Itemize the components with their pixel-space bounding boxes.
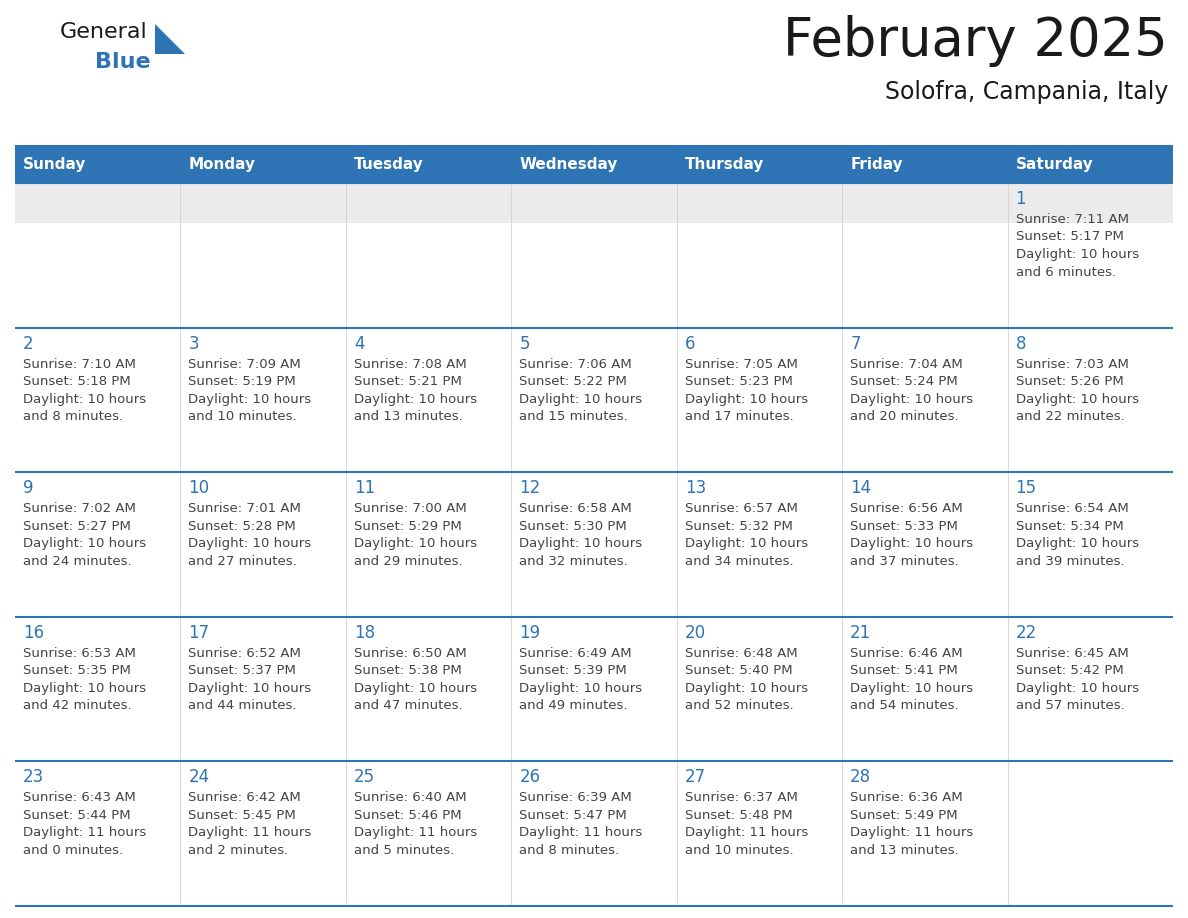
Text: Sunrise: 7:03 AM
Sunset: 5:26 PM
Daylight: 10 hours
and 22 minutes.: Sunrise: 7:03 AM Sunset: 5:26 PM Dayligh… [1016,358,1138,423]
Text: 27: 27 [684,768,706,787]
Text: Sunrise: 6:39 AM
Sunset: 5:47 PM
Daylight: 11 hours
and 8 minutes.: Sunrise: 6:39 AM Sunset: 5:47 PM Dayligh… [519,791,643,856]
Text: Sunrise: 6:58 AM
Sunset: 5:30 PM
Daylight: 10 hours
and 32 minutes.: Sunrise: 6:58 AM Sunset: 5:30 PM Dayligh… [519,502,643,567]
Text: Friday: Friday [851,156,903,172]
Text: Sunrise: 6:36 AM
Sunset: 5:49 PM
Daylight: 11 hours
and 13 minutes.: Sunrise: 6:36 AM Sunset: 5:49 PM Dayligh… [851,791,973,856]
Text: 18: 18 [354,624,375,642]
Text: Sunrise: 7:10 AM
Sunset: 5:18 PM
Daylight: 10 hours
and 8 minutes.: Sunrise: 7:10 AM Sunset: 5:18 PM Dayligh… [23,358,146,423]
Text: Sunrise: 6:52 AM
Sunset: 5:37 PM
Daylight: 10 hours
and 44 minutes.: Sunrise: 6:52 AM Sunset: 5:37 PM Dayligh… [189,647,311,712]
Text: Sunrise: 6:53 AM
Sunset: 5:35 PM
Daylight: 10 hours
and 42 minutes.: Sunrise: 6:53 AM Sunset: 5:35 PM Dayligh… [23,647,146,712]
Text: Sunday: Sunday [23,156,87,172]
Text: 8: 8 [1016,334,1026,353]
Text: 17: 17 [189,624,209,642]
Text: Sunrise: 7:06 AM
Sunset: 5:22 PM
Daylight: 10 hours
and 15 minutes.: Sunrise: 7:06 AM Sunset: 5:22 PM Dayligh… [519,358,643,423]
Text: General: General [61,22,147,42]
Bar [15,617,1173,761]
Text: Sunrise: 7:01 AM
Sunset: 5:28 PM
Daylight: 10 hours
and 27 minutes.: Sunrise: 7:01 AM Sunset: 5:28 PM Dayligh… [189,502,311,567]
Text: 3: 3 [189,334,200,353]
Text: Sunrise: 6:46 AM
Sunset: 5:41 PM
Daylight: 10 hours
and 54 minutes.: Sunrise: 6:46 AM Sunset: 5:41 PM Dayligh… [851,647,973,712]
Text: Sunrise: 6:40 AM
Sunset: 5:46 PM
Daylight: 11 hours
and 5 minutes.: Sunrise: 6:40 AM Sunset: 5:46 PM Dayligh… [354,791,478,856]
Text: 22: 22 [1016,624,1037,642]
Bar [15,472,1173,617]
Text: 1: 1 [1016,190,1026,208]
Text: Sunrise: 6:42 AM
Sunset: 5:45 PM
Daylight: 11 hours
and 2 minutes.: Sunrise: 6:42 AM Sunset: 5:45 PM Dayligh… [189,791,311,856]
Text: 11: 11 [354,479,375,498]
Text: 14: 14 [851,479,871,498]
Text: 12: 12 [519,479,541,498]
Text: Monday: Monday [189,156,255,172]
Text: 10: 10 [189,479,209,498]
Text: Tuesday: Tuesday [354,156,424,172]
Text: Saturday: Saturday [1016,156,1093,172]
Text: Sunrise: 7:00 AM
Sunset: 5:29 PM
Daylight: 10 hours
and 29 minutes.: Sunrise: 7:00 AM Sunset: 5:29 PM Dayligh… [354,502,478,567]
Text: Sunrise: 7:04 AM
Sunset: 5:24 PM
Daylight: 10 hours
and 20 minutes.: Sunrise: 7:04 AM Sunset: 5:24 PM Dayligh… [851,358,973,423]
Text: Sunrise: 6:57 AM
Sunset: 5:32 PM
Daylight: 10 hours
and 34 minutes.: Sunrise: 6:57 AM Sunset: 5:32 PM Dayligh… [684,502,808,567]
Bar [15,328,1173,472]
Text: 6: 6 [684,334,695,353]
Text: 19: 19 [519,624,541,642]
Text: Blue: Blue [95,52,151,72]
Polygon shape [154,24,185,54]
Text: 13: 13 [684,479,706,498]
Text: Sunrise: 7:11 AM
Sunset: 5:17 PM
Daylight: 10 hours
and 6 minutes.: Sunrise: 7:11 AM Sunset: 5:17 PM Dayligh… [1016,213,1138,278]
Text: 15: 15 [1016,479,1037,498]
Text: 20: 20 [684,624,706,642]
Text: 16: 16 [23,624,44,642]
Text: Sunrise: 6:50 AM
Sunset: 5:38 PM
Daylight: 10 hours
and 47 minutes.: Sunrise: 6:50 AM Sunset: 5:38 PM Dayligh… [354,647,478,712]
Bar [15,761,1173,906]
Bar [15,223,1173,328]
Text: Thursday: Thursday [684,156,764,172]
Text: 4: 4 [354,334,365,353]
Text: Sunrise: 6:56 AM
Sunset: 5:33 PM
Daylight: 10 hours
and 37 minutes.: Sunrise: 6:56 AM Sunset: 5:33 PM Dayligh… [851,502,973,567]
Text: 25: 25 [354,768,375,787]
Text: Sunrise: 7:09 AM
Sunset: 5:19 PM
Daylight: 10 hours
and 10 minutes.: Sunrise: 7:09 AM Sunset: 5:19 PM Dayligh… [189,358,311,423]
Text: Wednesday: Wednesday [519,156,618,172]
Text: 26: 26 [519,768,541,787]
Text: Sunrise: 6:43 AM
Sunset: 5:44 PM
Daylight: 11 hours
and 0 minutes.: Sunrise: 6:43 AM Sunset: 5:44 PM Dayligh… [23,791,146,856]
Text: 2: 2 [23,334,33,353]
Text: 24: 24 [189,768,209,787]
Text: 7: 7 [851,334,860,353]
Text: Sunrise: 6:45 AM
Sunset: 5:42 PM
Daylight: 10 hours
and 57 minutes.: Sunrise: 6:45 AM Sunset: 5:42 PM Dayligh… [1016,647,1138,712]
Text: 9: 9 [23,479,33,498]
Text: February 2025: February 2025 [783,15,1168,67]
Text: Sunrise: 7:08 AM
Sunset: 5:21 PM
Daylight: 10 hours
and 13 minutes.: Sunrise: 7:08 AM Sunset: 5:21 PM Dayligh… [354,358,478,423]
Text: 23: 23 [23,768,44,787]
Text: Sunrise: 7:02 AM
Sunset: 5:27 PM
Daylight: 10 hours
and 24 minutes.: Sunrise: 7:02 AM Sunset: 5:27 PM Dayligh… [23,502,146,567]
Text: Sunrise: 6:48 AM
Sunset: 5:40 PM
Daylight: 10 hours
and 52 minutes.: Sunrise: 6:48 AM Sunset: 5:40 PM Dayligh… [684,647,808,712]
Text: Solofra, Campania, Italy: Solofra, Campania, Italy [885,80,1168,104]
Bar [15,183,1173,223]
Bar [15,145,1173,183]
Text: Sunrise: 6:49 AM
Sunset: 5:39 PM
Daylight: 10 hours
and 49 minutes.: Sunrise: 6:49 AM Sunset: 5:39 PM Dayligh… [519,647,643,712]
Text: Sunrise: 7:05 AM
Sunset: 5:23 PM
Daylight: 10 hours
and 17 minutes.: Sunrise: 7:05 AM Sunset: 5:23 PM Dayligh… [684,358,808,423]
Text: 28: 28 [851,768,871,787]
Text: 21: 21 [851,624,871,642]
Text: 5: 5 [519,334,530,353]
Text: Sunrise: 6:54 AM
Sunset: 5:34 PM
Daylight: 10 hours
and 39 minutes.: Sunrise: 6:54 AM Sunset: 5:34 PM Dayligh… [1016,502,1138,567]
Text: Sunrise: 6:37 AM
Sunset: 5:48 PM
Daylight: 11 hours
and 10 minutes.: Sunrise: 6:37 AM Sunset: 5:48 PM Dayligh… [684,791,808,856]
